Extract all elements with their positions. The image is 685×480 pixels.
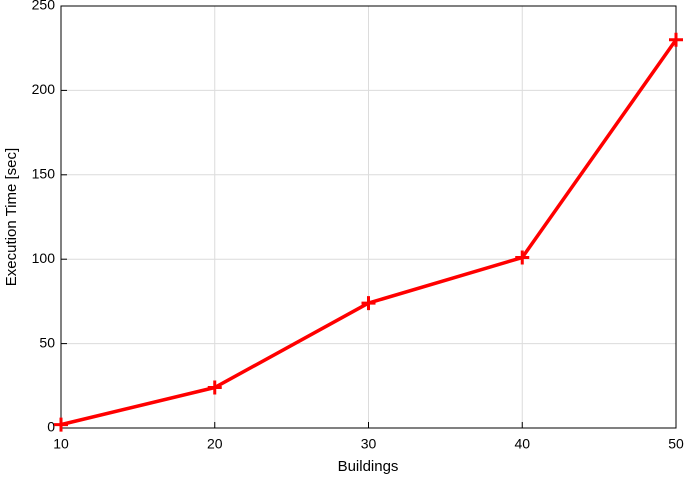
x-tick-label: 30 <box>361 436 377 452</box>
y-tick-label: 100 <box>32 250 56 266</box>
x-tick-label: 20 <box>207 436 223 452</box>
marker <box>361 296 376 311</box>
plot-frame <box>60 5 677 429</box>
marker <box>669 32 683 47</box>
y-tick-label: 200 <box>32 81 56 97</box>
y-tick-label: 50 <box>39 334 55 350</box>
marker <box>515 250 530 265</box>
marker <box>207 380 222 395</box>
y-tick-label: 0 <box>47 419 55 435</box>
x-tick-label: 40 <box>514 436 530 452</box>
y-tick-label: 250 <box>32 0 56 13</box>
x-axis-label: Buildings <box>338 458 399 475</box>
x-tick-label: 50 <box>668 436 684 452</box>
y-axis-label: Execution Time [sec] <box>3 148 20 286</box>
y-tick-label: 150 <box>32 166 56 182</box>
x-tick-label: 10 <box>53 436 69 452</box>
marker <box>54 417 68 432</box>
